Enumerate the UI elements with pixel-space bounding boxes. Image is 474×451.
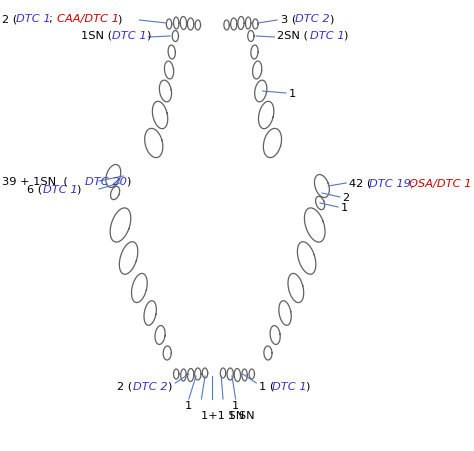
Text: 2SN (: 2SN ( [277,31,308,41]
Text: ): ) [305,381,309,391]
Text: CAA/DTC 1: CAA/DTC 1 [57,14,118,24]
Text: ): ) [76,184,81,194]
Text: DTC 1: DTC 1 [310,31,345,41]
Text: 2 (: 2 ( [2,14,17,24]
Text: 1SN (: 1SN ( [81,31,112,41]
Text: 3 (: 3 ( [281,14,296,24]
Text: 6 (: 6 ( [27,184,42,194]
Text: ): ) [167,381,172,391]
Text: ): ) [344,31,348,41]
Text: 1 SN: 1 SN [228,410,255,420]
Text: DTC 20: DTC 20 [85,177,128,187]
Text: DTC 1: DTC 1 [272,381,306,391]
Text: ): ) [126,177,130,187]
Text: 1+1 SN: 1+1 SN [201,410,245,420]
Text: DTC 1: DTC 1 [16,14,51,24]
Text: 2: 2 [343,193,350,202]
Text: DTC 1: DTC 1 [43,184,78,194]
Text: 1: 1 [184,400,191,410]
Text: 39 + 1SN  (: 39 + 1SN ( [2,177,68,187]
Text: DTC 19;: DTC 19; [369,179,418,189]
Text: OSA/DTC 1: OSA/DTC 1 [409,179,472,189]
Text: DTC 2: DTC 2 [295,14,329,24]
Text: 42 (: 42 ( [349,179,371,189]
Text: ;: ; [49,14,57,24]
Text: ): ) [146,31,150,41]
Text: ): ) [117,14,121,24]
Text: 1: 1 [232,400,239,410]
Text: DTC 1: DTC 1 [112,31,147,41]
Text: 1: 1 [289,89,296,99]
Text: 1 (: 1 ( [259,381,274,391]
Text: 2 (: 2 ( [117,381,132,391]
Text: DTC 2: DTC 2 [133,381,168,391]
Text: ): ) [329,14,334,24]
Text: 1: 1 [341,202,348,212]
